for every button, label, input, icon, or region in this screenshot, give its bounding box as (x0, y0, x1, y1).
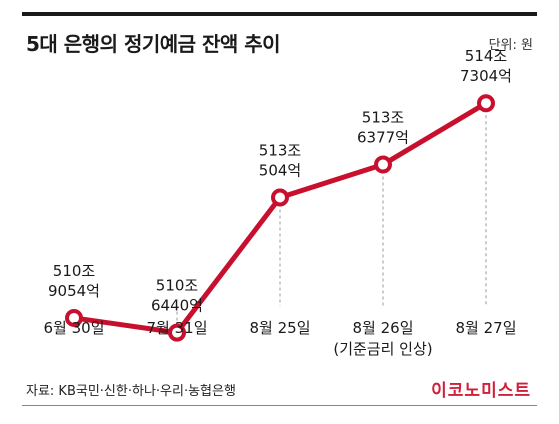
x-tick-label: 8월 25일 (250, 319, 311, 337)
data-label: 6440억 (151, 297, 203, 315)
data-label: 513조 (259, 142, 302, 160)
data-label: 504억 (259, 162, 301, 180)
data-label: 7304억 (460, 67, 512, 85)
x-tick-label: 8월 27일 (456, 319, 517, 337)
data-point (271, 188, 289, 207)
data-label: 510조 (53, 262, 96, 280)
x-tick-note: (기준금리 인상) (333, 340, 432, 358)
data-label: 510조 (156, 277, 199, 295)
data-point (477, 94, 495, 113)
unit-label: 단위: 원 (488, 38, 533, 53)
x-tick-label: 7월 31일 (147, 319, 208, 337)
chart-title: 5대 은행의 정기예금 잔액 추이 (26, 32, 281, 56)
data-label: 514조 (465, 47, 508, 65)
data-label: 513조 (362, 109, 405, 127)
data-label: 9054억 (48, 282, 100, 300)
top-rule (22, 12, 537, 16)
x-tick-label: 6월 30일 (44, 319, 105, 337)
bottom-rule (22, 405, 537, 406)
data-point (374, 155, 392, 174)
publisher-logo: 이코노미스트 (431, 381, 531, 401)
data-point (168, 323, 186, 342)
data-point (65, 308, 83, 327)
x-tick-label: 8월 26일 (353, 319, 414, 337)
source-note: 자료: KB국민·신한·하나·우리·농협은행 (26, 384, 236, 399)
data-label: 6377억 (357, 129, 409, 147)
